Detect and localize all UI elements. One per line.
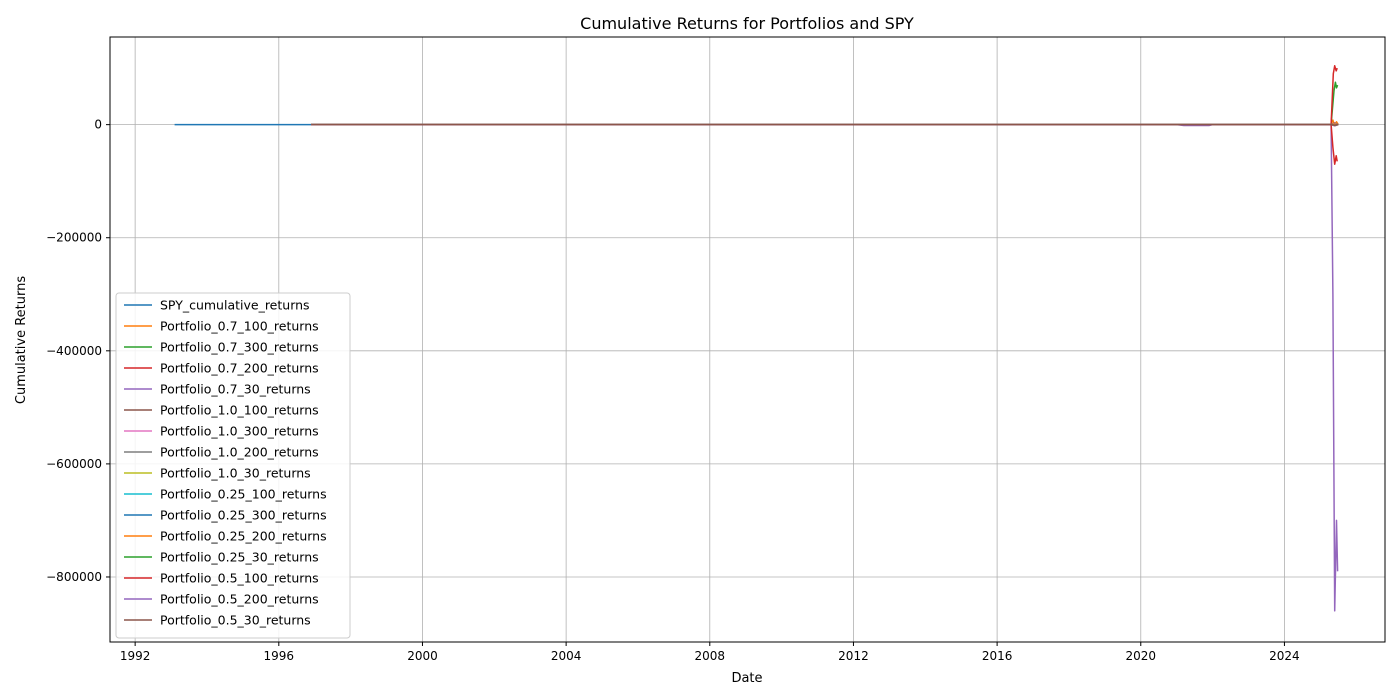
series-line-15 (311, 123, 1339, 126)
series-line-2 (311, 81, 1339, 126)
series-line-13 (311, 123, 1338, 165)
legend-label: Portfolio_0.5_30_returns (160, 613, 311, 628)
legend-label: Portfolio_0.7_300_returns (160, 340, 319, 355)
legend-box (115, 292, 351, 639)
legend-label: Portfolio_0.25_30_returns (160, 550, 319, 565)
series-line-4 (311, 123, 1339, 612)
legend: SPY_cumulative_returns Portfolio_0.7_100_… (115, 292, 351, 639)
legend-label: SPY_cumulative_returns (160, 298, 310, 313)
y-tick-label: −400000 (46, 344, 102, 358)
x-tick-label: 2024 (1269, 649, 1300, 663)
x-axis-label: Date (731, 671, 762, 686)
legend-label: Portfolio_0.7_30_returns (160, 382, 311, 397)
x-tick-label: 2016 (982, 649, 1013, 663)
x-tick-label: 2008 (695, 649, 726, 663)
legend-label: Portfolio_0.25_300_returns (160, 508, 327, 523)
y-axis-label: Cumulative Returns (14, 276, 29, 404)
legend-label: Portfolio_0.25_200_returns (160, 529, 327, 544)
legend-label: Portfolio_1.0_30_returns (160, 466, 311, 481)
legend-label: Portfolio_1.0_200_returns (160, 445, 319, 460)
x-axis-ticks: 1992 1996 2000 2004 2008 2012 2016 2020 2024 (120, 642, 1300, 663)
y-tick-label: −200000 (46, 231, 102, 245)
y-tick-label: −800000 (46, 570, 102, 584)
x-tick-label: 1992 (120, 649, 151, 663)
legend-label: Portfolio_1.0_300_returns (160, 424, 319, 439)
legend-label: Portfolio_0.5_100_returns (160, 571, 319, 586)
x-tick-label: 2012 (838, 649, 869, 663)
chart-title: Cumulative Returns for Portfolios and SP… (580, 14, 914, 33)
legend-label: Portfolio_0.7_100_returns (160, 319, 319, 334)
series-lines (174, 65, 1339, 612)
y-axis-ticks: 0 −200000 −400000 −600000 −800000 (46, 118, 110, 584)
plot-frame (109, 36, 1386, 643)
x-tick-label: 2004 (551, 649, 582, 663)
series-line-3 (311, 65, 1338, 126)
legend-label: Portfolio_0.25_100_returns (160, 487, 327, 502)
x-tick-label: 1996 (264, 649, 295, 663)
legend-label: Portfolio_1.0_100_returns (160, 403, 319, 418)
legend-label: Portfolio_0.7_200_returns (160, 361, 319, 376)
x-tick-label: 2000 (407, 649, 438, 663)
y-tick-label: 0 (94, 118, 102, 132)
y-tick-label: −600000 (46, 457, 102, 471)
legend-label: Portfolio_0.5_200_returns (160, 592, 319, 607)
x-tick-label: 2020 (1126, 649, 1157, 663)
